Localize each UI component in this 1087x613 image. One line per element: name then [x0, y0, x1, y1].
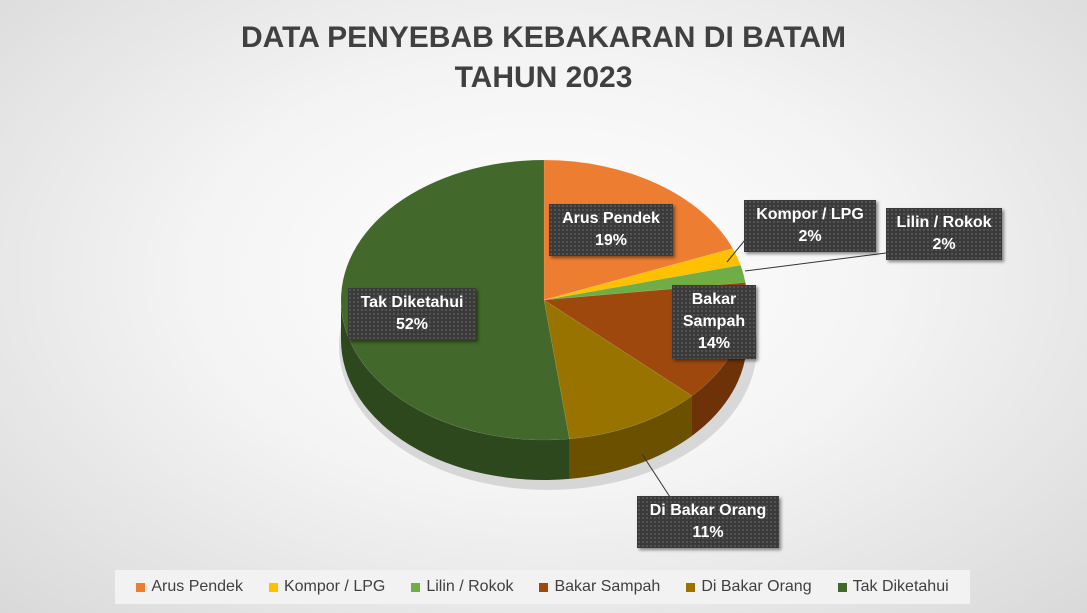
pie-slice-side	[569, 395, 692, 479]
legend-item-bakar-sampah: Bakar Sampah	[539, 578, 660, 596]
legend-swatch	[686, 582, 696, 592]
legend-swatch	[837, 582, 847, 592]
data-label-tak-diketahui: Tak Diketahui 52%	[348, 288, 476, 340]
data-label-lilin-rokok: Lilin / Rokok 2%	[886, 208, 1002, 260]
data-label-kompor-lpg: Kompor / LPG 2%	[744, 200, 876, 252]
legend-item-arus-pendek: Arus Pendek	[136, 578, 243, 596]
legend-label: Kompor / LPG	[283, 578, 386, 595]
data-label-di-bakar-orang: Di Bakar Orang 11%	[637, 496, 779, 548]
pie-slice	[543, 248, 741, 301]
leader-line	[641, 453, 671, 498]
legend-label: Tak Diketahui	[852, 578, 949, 595]
pie-slice-side	[341, 300, 570, 480]
legend-swatch	[539, 582, 549, 592]
legend-item-lilin-rokok: Lilin / Rokok	[411, 578, 513, 596]
legend-swatch	[411, 582, 421, 592]
legend-label: Bakar Sampah	[554, 578, 661, 595]
legend-label: Di Bakar Orang	[701, 578, 812, 595]
pie-slice	[543, 264, 746, 301]
leader-line	[726, 239, 746, 263]
data-label-arus-pendek: Arus Pendek 19%	[549, 204, 673, 256]
legend-label: Lilin / Rokok	[426, 578, 514, 595]
pie-slice-side	[691, 300, 747, 436]
legend-swatch	[136, 582, 146, 592]
legend-item-di-bakar-orang: Di Bakar Orang	[686, 578, 812, 596]
chart-title-line-1: DATA PENYEBAB KEBAKARAN DI BATAM	[241, 21, 846, 54]
data-label-bakar-sampah: Bakar Sampah 14%	[672, 285, 756, 359]
pie-slice	[543, 299, 693, 440]
chart-legend: Arus Pendek Kompor / LPG Lilin / Rokok B…	[115, 570, 970, 604]
leader-line	[744, 252, 887, 272]
legend-label: Arus Pendek	[151, 578, 243, 595]
legend-item-tak-diketahui: Tak Diketahui	[837, 578, 949, 596]
chart-title: DATA PENYEBAB KEBAKARAN DI BATAM TAHUN 2…	[0, 18, 1087, 98]
legend-swatch	[268, 582, 278, 592]
legend-item-kompor-lpg: Kompor / LPG	[268, 578, 386, 596]
chart-title-line-2: TAHUN 2023	[454, 61, 633, 94]
